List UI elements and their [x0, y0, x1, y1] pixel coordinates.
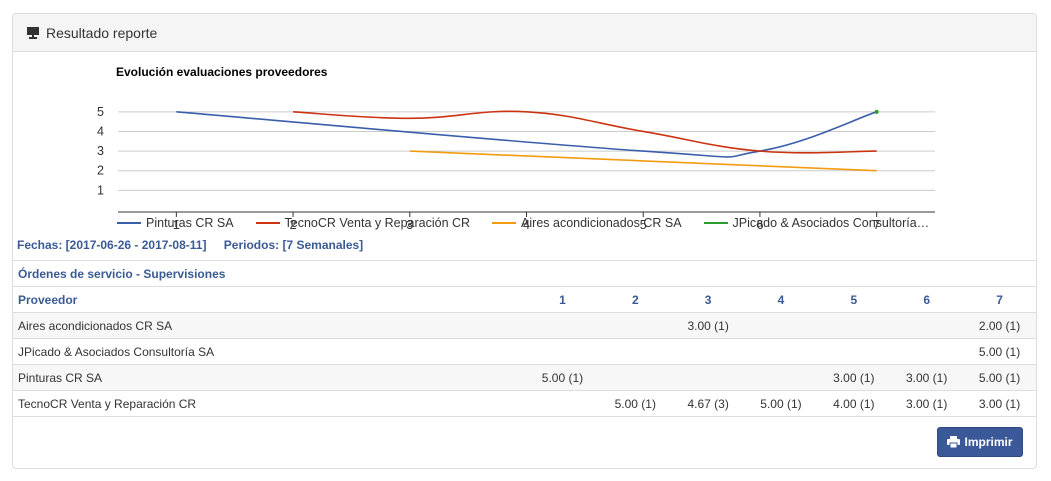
x-tick-label: 6 [756, 218, 763, 232]
print-button[interactable]: Imprimir [937, 427, 1023, 457]
score-cell: 5.00 (1) [744, 390, 818, 417]
score-cell [526, 312, 599, 339]
score-cell: 5.00 (1) [598, 390, 672, 417]
score-cell: 3.00 (1) [671, 312, 745, 339]
score-cell [817, 312, 891, 339]
report-table: Órdenes de servicio - Supervisiones Prov… [13, 260, 1036, 417]
score-cell: 5.00 (1) [963, 338, 1036, 365]
table-row: TecnoCR Venta y Reparación CR 5.00 (1) 4.6… [13, 390, 1036, 417]
periods: Periodos: [7 Semanales] [223, 238, 364, 252]
score-cell [671, 364, 745, 391]
score-cell [744, 364, 818, 391]
score-cell: 3.00 (1) [963, 390, 1036, 417]
score-cell: 2.00 (1) [963, 312, 1036, 339]
report-panel: Resultado reporte Evolución evaluaciones… [12, 13, 1037, 469]
score-cell: 3.00 (1) [817, 364, 891, 391]
score-cell [526, 338, 599, 365]
series-line [293, 110, 877, 154]
score-cell [744, 312, 818, 339]
header-period: 2 [598, 286, 672, 313]
print-button-label: Imprimir [964, 435, 1013, 449]
score-cell [744, 338, 818, 365]
legend-item: TecnoCR Venta y Reparación CR [255, 216, 471, 230]
section-title: Órdenes de servicio - Supervisiones [13, 260, 1036, 287]
provider-name: TecnoCR Venta y Reparación CR [13, 390, 527, 417]
legend-swatch [117, 222, 141, 224]
table-row: JPicado & Asociados Consultoría SA 5.00 (… [13, 338, 1036, 365]
chart-legend: Pinturas CR SA TecnoCR Venta y Reparación… [117, 216, 951, 230]
legend-item: Aires acondicionados CR SA [492, 216, 682, 230]
score-cell: 4.00 (1) [817, 390, 891, 417]
x-tick-label: 4 [523, 218, 530, 232]
header-period: 4 [744, 286, 818, 313]
score-cell [817, 338, 891, 365]
y-tick-label: 2 [97, 164, 104, 178]
report-meta: Fechas: [2017-06-26 - 2017-08-11] Period… [17, 238, 377, 252]
score-cell: 3.00 (1) [890, 390, 964, 417]
y-tick-label: 4 [97, 124, 104, 138]
monitor-icon [26, 26, 40, 40]
x-tick-label: 3 [406, 218, 413, 232]
table-row: Pinturas CR SA 5.00 (1) 3.00 (1) 3.00 (1) 5.… [13, 364, 1036, 391]
legend-label: Aires acondicionados CR SA [521, 216, 682, 230]
printer-icon [947, 436, 961, 449]
y-tick-label: 5 [97, 105, 104, 119]
legend-swatch [703, 222, 728, 224]
panel-title: Resultado reporte [46, 24, 158, 41]
panel-heading: Resultado reporte [13, 14, 1036, 52]
score-cell: 3.00 (1) [890, 364, 964, 391]
x-tick-label: 2 [290, 218, 297, 232]
provider-name: Aires acondicionados CR SA [13, 312, 527, 339]
score-cell [890, 338, 964, 365]
score-cell: 5.00 (1) [963, 364, 1036, 391]
score-cell [890, 312, 964, 339]
header-period: 1 [526, 286, 599, 313]
score-cell [526, 390, 599, 417]
legend-swatch [255, 222, 280, 224]
header-period: 6 [890, 286, 964, 313]
x-tick-label: 7 [873, 218, 880, 232]
header-proveedor: Proveedor [13, 286, 527, 313]
x-tick-label: 5 [640, 218, 647, 232]
table-row: Aires acondicionados CR SA 3.00 (1) 2.00 (… [13, 312, 1036, 339]
legend-label: Pinturas CR SA [146, 216, 234, 230]
series-point [874, 109, 879, 114]
section-row: Órdenes de servicio - Supervisiones [13, 260, 1036, 287]
legend-label: TecnoCR Venta y Reparación CR [284, 216, 471, 230]
series-line [176, 111, 877, 158]
series-line [409, 150, 877, 172]
line-chart: 1 2 3 4 5 1 2 3 4 5 6 7 [97, 105, 935, 232]
score-cell [598, 312, 672, 339]
provider-name: JPicado & Asociados Consultoría SA [13, 338, 527, 365]
legend-label: JPicado & Asociados Consultoría… [732, 216, 930, 230]
score-cell [598, 364, 672, 391]
y-tick-label: 1 [97, 183, 104, 197]
chart-title: Evolución evaluaciones proveedores [116, 65, 328, 79]
header-period: 3 [671, 286, 745, 313]
legend-item: Pinturas CR SA [117, 216, 234, 230]
score-cell: 5.00 (1) [526, 364, 599, 391]
x-tick-label: 1 [173, 218, 180, 232]
header-period: 5 [817, 286, 891, 313]
provider-name: Pinturas CR SA [13, 364, 527, 391]
date-range: Fechas: [2017-06-26 - 2017-08-11] [17, 238, 207, 252]
score-cell [671, 338, 745, 365]
legend-swatch [492, 222, 517, 224]
y-tick-label: 3 [97, 144, 104, 158]
chart-area: Evolución evaluaciones proveedores 1 2 3 4 5… [13, 52, 1036, 252]
header-period: 7 [963, 286, 1036, 313]
score-cell: 4.67 (3) [671, 390, 745, 417]
legend-item: JPicado & Asociados Consultoría… [703, 216, 930, 230]
score-cell [598, 338, 672, 365]
